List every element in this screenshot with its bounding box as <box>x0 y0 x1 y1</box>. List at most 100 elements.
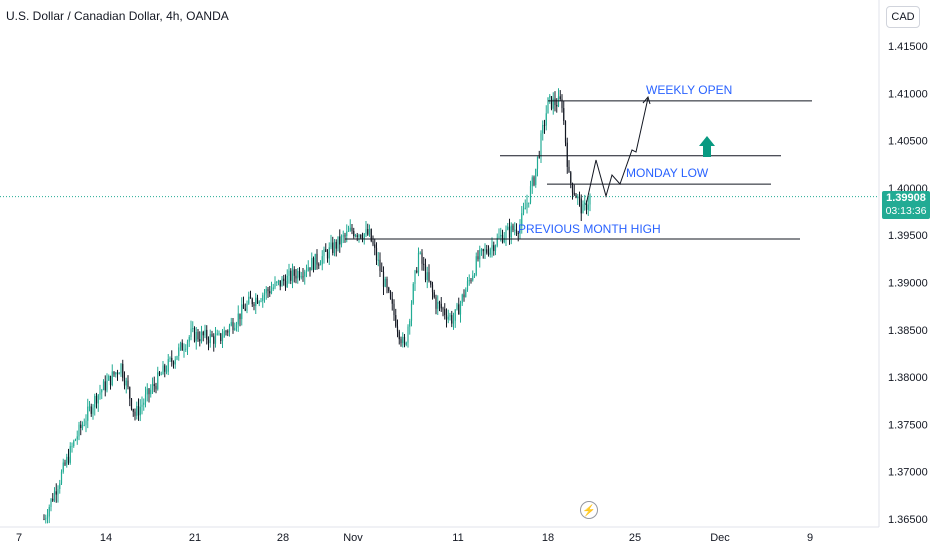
x-tick-label: 7 <box>16 532 22 544</box>
lightning-icon[interactable]: ⚡ <box>580 501 598 519</box>
candle-body <box>395 315 397 327</box>
candle-body <box>139 406 141 416</box>
y-tick-label: 1.41000 <box>888 88 928 100</box>
candle-body <box>64 462 66 465</box>
candle-body <box>556 105 558 107</box>
candle-body <box>431 284 434 293</box>
candle-body <box>349 227 351 231</box>
currency-button[interactable]: CAD <box>886 6 920 28</box>
candle-body <box>115 372 117 375</box>
candle-body <box>263 293 266 296</box>
candle-body <box>129 387 131 399</box>
candle-body <box>500 234 502 237</box>
candle-body <box>223 331 225 338</box>
candle-body <box>379 259 381 271</box>
candle-body <box>416 270 418 273</box>
projection-arrowhead <box>642 95 651 105</box>
candle-body <box>493 245 495 252</box>
candle-body <box>148 388 150 395</box>
candle-body <box>445 314 448 320</box>
candle-body <box>430 280 432 285</box>
last-price-value: 1.39908 <box>886 192 926 204</box>
candle-body <box>549 96 551 98</box>
candle-body <box>347 230 350 232</box>
candle-body <box>554 98 556 106</box>
candle-body <box>94 395 96 408</box>
candle-body <box>232 322 234 331</box>
candle-body <box>384 278 386 287</box>
candle-body <box>433 292 435 298</box>
x-tick-label: 11 <box>452 532 463 544</box>
candle-body <box>550 96 553 109</box>
candle-body <box>246 303 248 311</box>
candle-body <box>561 99 563 109</box>
candle-body <box>440 303 442 309</box>
candle-body <box>162 365 164 375</box>
candle-body <box>50 498 52 507</box>
candle-body <box>496 237 498 246</box>
candle-body <box>568 166 570 173</box>
candle-body <box>584 202 586 205</box>
candle-body <box>272 287 274 290</box>
candle-body <box>209 334 211 344</box>
candle-body <box>409 320 411 327</box>
candle-body <box>393 303 395 316</box>
candle-body <box>417 252 420 273</box>
x-tick-label: 25 <box>629 532 641 544</box>
candle-body <box>505 229 507 238</box>
candle-body <box>300 276 302 278</box>
candle-body <box>330 242 332 248</box>
candle-body <box>206 329 208 340</box>
x-tick-label: 14 <box>100 532 112 544</box>
candle-body <box>323 249 325 257</box>
candle-body <box>466 281 469 290</box>
candle-body <box>279 280 281 287</box>
candle-body <box>339 236 341 245</box>
y-tick-label: 1.37000 <box>888 467 928 479</box>
candle-body <box>74 439 77 441</box>
candle-body <box>216 333 218 335</box>
candle-body <box>181 342 183 351</box>
candle-body <box>151 384 154 390</box>
candle-body <box>533 177 535 185</box>
candle-body <box>111 371 113 386</box>
candle-body <box>475 256 477 275</box>
candle-body <box>585 202 588 210</box>
candle-body <box>452 320 455 324</box>
candle-body <box>90 406 92 414</box>
y-tick-label: 1.39500 <box>888 230 928 242</box>
candle-body <box>211 334 213 337</box>
candle-body <box>200 331 203 342</box>
candle-body <box>486 249 488 253</box>
candle-body <box>174 359 176 365</box>
candle-body <box>220 333 222 342</box>
candle-body <box>204 329 206 336</box>
candle-body <box>564 120 567 143</box>
candle-body <box>225 331 227 333</box>
candle-body <box>108 375 110 381</box>
candle-body <box>113 371 115 375</box>
candle-body <box>190 328 192 338</box>
candle-body <box>332 242 334 253</box>
candle-body <box>179 342 182 348</box>
candle-body <box>197 332 199 340</box>
candle-body <box>46 516 49 519</box>
candle-body <box>120 363 122 374</box>
candle-body <box>193 328 196 342</box>
candle-body <box>248 296 250 304</box>
weekly-open-label: WEEKLY OPEN <box>646 83 732 97</box>
candle-body <box>45 518 47 520</box>
candle-body <box>529 186 532 203</box>
candle-body <box>116 372 119 375</box>
candle-body <box>519 226 521 234</box>
candle-body <box>78 424 80 437</box>
candle-body <box>83 424 85 426</box>
candle-body <box>335 241 337 249</box>
x-tick-label: Dec <box>710 532 730 544</box>
candle-body <box>454 309 456 321</box>
candle-body <box>249 296 252 299</box>
candle-body <box>178 347 180 357</box>
candle-body <box>542 124 544 134</box>
